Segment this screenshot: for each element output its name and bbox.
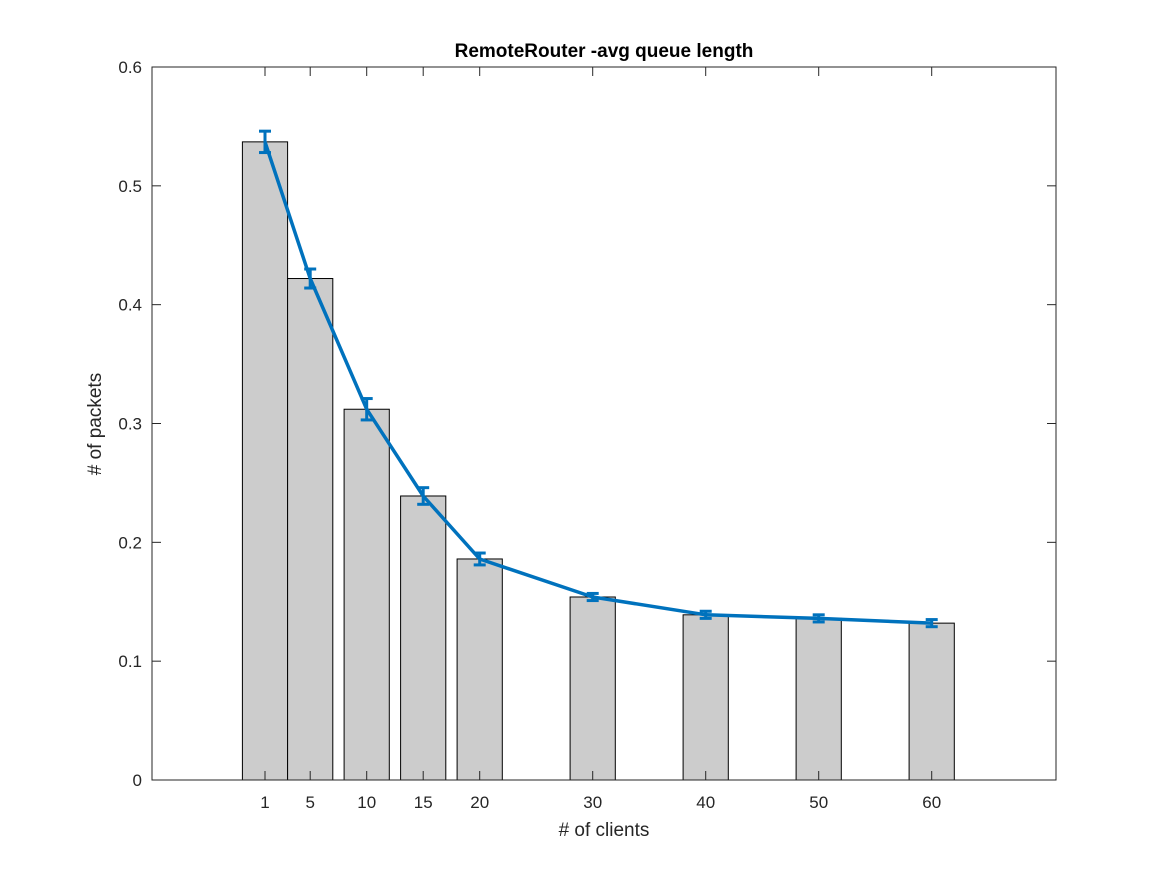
bar-10 bbox=[343, 408, 390, 781]
x-tick-label-30: 30 bbox=[583, 793, 602, 812]
y-tick-label-0.1: 0.1 bbox=[118, 652, 142, 671]
y-tick-label-0.4: 0.4 bbox=[118, 296, 142, 315]
y-tick-label-0.2: 0.2 bbox=[118, 533, 142, 552]
error-bar-1 bbox=[259, 129, 271, 155]
error-bar-40 bbox=[699, 609, 712, 620]
error-bar-15 bbox=[417, 486, 430, 506]
x-tick-label-5: 5 bbox=[305, 793, 314, 812]
y-tick-label-0.6: 0.6 bbox=[118, 58, 142, 77]
y-tick-label-0.3: 0.3 bbox=[118, 415, 142, 434]
bar-15 bbox=[400, 495, 447, 781]
x-tick-label-40: 40 bbox=[696, 793, 715, 812]
x-tick-label-1: 1 bbox=[260, 793, 269, 812]
x-axis-label: # of clients bbox=[559, 820, 650, 841]
series-line-group bbox=[259, 129, 938, 629]
error-bar-10 bbox=[360, 397, 373, 422]
error-bar-5 bbox=[304, 267, 317, 290]
error-bar-20 bbox=[473, 551, 486, 567]
x-tick-label-60: 60 bbox=[922, 793, 941, 812]
bar-60 bbox=[908, 622, 955, 781]
error-bar-50 bbox=[812, 613, 825, 624]
error-bar-30 bbox=[586, 591, 599, 603]
error-bar-60 bbox=[925, 618, 938, 629]
x-tick-label-20: 20 bbox=[470, 793, 489, 812]
bar-1 bbox=[241, 141, 289, 781]
x-tick-label-10: 10 bbox=[357, 793, 376, 812]
x-tick-label-15: 15 bbox=[414, 793, 433, 812]
y-tick-label-0.5: 0.5 bbox=[118, 177, 142, 196]
bar-5 bbox=[287, 278, 334, 781]
axes-box bbox=[151, 66, 1057, 781]
y-tick-label-0: 0 bbox=[133, 771, 142, 790]
y-axis-label: # of packets bbox=[85, 373, 106, 475]
x-tick-label-50: 50 bbox=[809, 793, 828, 812]
bar-20 bbox=[456, 558, 503, 781]
bar-30 bbox=[569, 596, 616, 781]
bar-40 bbox=[682, 614, 729, 781]
chart-title: RemoteRouter -avg queue length bbox=[455, 41, 754, 62]
bar-50 bbox=[795, 617, 842, 781]
